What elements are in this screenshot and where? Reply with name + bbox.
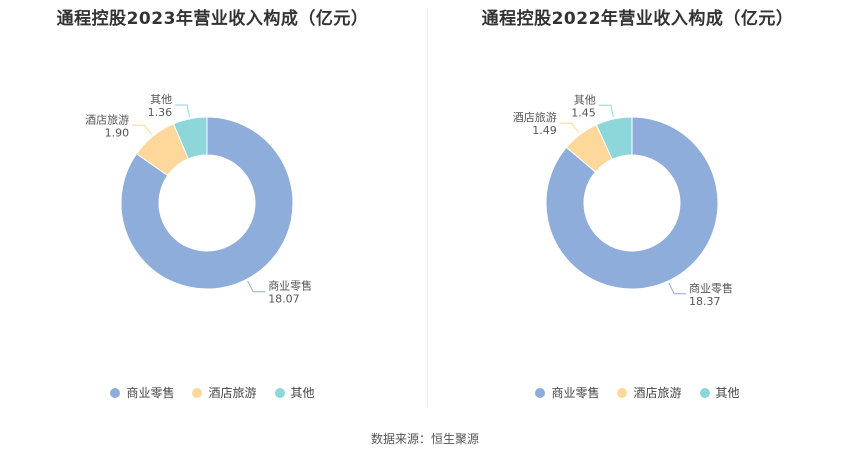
- legend-item-retail[interactable]: 商业零售: [110, 384, 174, 401]
- legend-item-other[interactable]: 其他: [274, 384, 315, 401]
- slice-value-label: 1.45: [571, 106, 596, 119]
- legend: 商业零售 酒店旅游 其他: [425, 384, 850, 401]
- legend-dot: [110, 387, 121, 398]
- chart-title: 通程控股2023年营业收入构成（亿元）: [56, 9, 369, 29]
- slice-category-label: 其他: [574, 93, 596, 106]
- donut-slice[interactable]: [120, 116, 294, 290]
- slice-category-label: 酒店旅游: [85, 112, 129, 126]
- legend-label: 其他: [290, 386, 315, 400]
- leader-line: [559, 122, 580, 134]
- donut-slice[interactable]: [172, 116, 208, 160]
- slice-value-label: 1.49: [532, 124, 557, 137]
- legend-item-other[interactable]: 其他: [699, 384, 740, 401]
- data-source: 数据来源：恒生聚源: [370, 432, 479, 446]
- legend-item-hotel[interactable]: 酒店旅游: [192, 384, 257, 401]
- leader-line: [668, 282, 686, 295]
- slice-category-label: 酒店旅游: [513, 110, 557, 124]
- slice-category-label: 其他: [150, 93, 172, 106]
- slice-category-label: 商业零售: [689, 281, 733, 295]
- legend-dot: [699, 387, 710, 398]
- slice-value-label: 18.37: [689, 295, 721, 308]
- chart-2022: 通程控股2022年营业收入构成（亿元） 商业零售 18.37 酒店旅游 1.49 其他 1…: [425, 0, 850, 410]
- legend-item-retail[interactable]: 商业零售: [535, 384, 599, 401]
- donut-slice[interactable]: [545, 116, 719, 290]
- legend-label: 酒店旅游: [208, 386, 257, 400]
- chart-title: 通程控股2022年营业收入构成（亿元）: [481, 9, 794, 29]
- legend-label: 商业零售: [126, 386, 175, 400]
- slice-category-label: 商业零售: [268, 279, 312, 293]
- slice-value-label: 1.90: [105, 126, 130, 139]
- legend-dot: [274, 387, 285, 398]
- leader-line: [598, 104, 614, 118]
- legend-label: 商业零售: [551, 386, 600, 400]
- legend-dot: [617, 387, 628, 398]
- slice-value-label: 18.07: [268, 293, 300, 306]
- leader-line: [247, 280, 266, 293]
- leader-line: [132, 124, 153, 135]
- slice-value-label: 1.36: [148, 106, 173, 119]
- chart-2023: 通程控股2023年营业收入构成（亿元） 商业零售 18.07 酒店旅游 1.90 其他 1…: [0, 0, 425, 410]
- legend-item-hotel[interactable]: 酒店旅游: [617, 384, 682, 401]
- legend-label: 其他: [715, 386, 740, 400]
- legend: 商业零售 酒店旅游 其他: [0, 384, 425, 401]
- divider: [427, 8, 428, 408]
- legend-dot: [535, 387, 546, 398]
- legend-dot: [192, 387, 203, 398]
- legend-label: 酒店旅游: [633, 386, 682, 400]
- donut-slice[interactable]: [595, 116, 633, 160]
- leader-line: [175, 104, 190, 117]
